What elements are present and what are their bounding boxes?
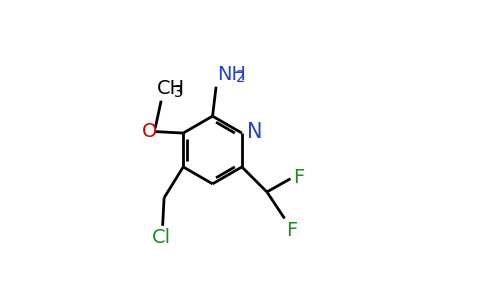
Text: N: N xyxy=(247,122,263,142)
Text: F: F xyxy=(286,221,297,240)
Text: F: F xyxy=(293,168,304,187)
Text: O: O xyxy=(142,122,158,141)
Text: 3: 3 xyxy=(174,85,182,100)
Text: NH: NH xyxy=(218,65,246,84)
Text: 2: 2 xyxy=(236,70,245,85)
Text: CH: CH xyxy=(157,79,185,98)
Text: Cl: Cl xyxy=(151,228,171,247)
